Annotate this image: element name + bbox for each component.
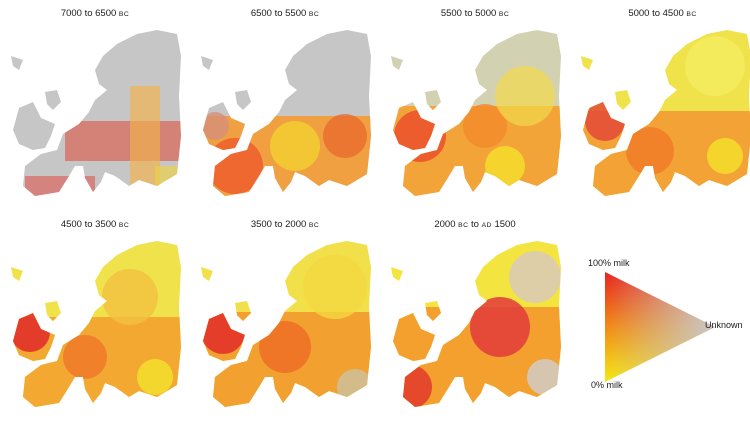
map-panel-5000-4500bc: 5000 to 4500 BC — [575, 8, 750, 204]
panel-title: 3500 to 2000 BC — [250, 219, 320, 230]
legend: 100% milk Unknown 0% milk — [575, 250, 750, 400]
europe-map — [391, 241, 561, 407]
map-panel-6500-5500bc: 6500 to 5500 BC — [195, 8, 375, 204]
map-panel-2000bc-1500ad: 2000 BC to AD 1500 — [385, 219, 565, 415]
panel-title: 6500 to 5500 BC — [250, 8, 320, 19]
europe-map — [201, 241, 371, 407]
legend-label-0-milk: 0% milk — [591, 380, 623, 390]
panel-title: 2000 BC to AD 1500 — [434, 219, 516, 230]
europe-map — [11, 30, 181, 196]
legend-label-100-milk: 100% milk — [588, 258, 630, 268]
panel-title: 5500 to 5000 BC — [440, 8, 510, 19]
europe-map — [391, 30, 561, 196]
europe-map — [201, 30, 371, 196]
legend-label-unknown: Unknown — [705, 320, 743, 330]
panel-title: 4500 to 3500 BC — [60, 219, 130, 230]
europe-map — [11, 241, 181, 407]
panel-title: 5000 to 4500 BC — [628, 8, 697, 19]
europe-map — [581, 30, 750, 196]
map-panel-7000-6500bc: 7000 to 6500 BC — [5, 8, 185, 204]
panel-title: 7000 to 6500 BC — [60, 8, 130, 19]
map-panel-5500-5000bc: 5500 to 5000 BC — [385, 8, 565, 204]
legend-color-triangle — [605, 272, 715, 382]
map-panel-3500-2000bc: 3500 to 2000 BC — [195, 219, 375, 415]
map-panel-4500-3500bc: 4500 to 3500 BC — [5, 219, 185, 415]
